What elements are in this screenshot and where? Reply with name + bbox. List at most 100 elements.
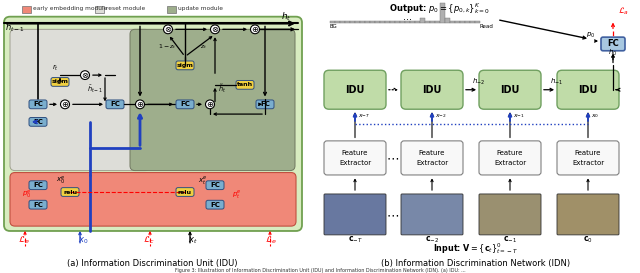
- Bar: [355, 20, 360, 23]
- Bar: [415, 20, 419, 23]
- FancyBboxPatch shape: [29, 181, 47, 189]
- Text: IDU: IDU: [500, 85, 520, 95]
- Bar: [400, 20, 404, 23]
- FancyBboxPatch shape: [401, 70, 463, 109]
- FancyBboxPatch shape: [61, 188, 79, 196]
- Text: tanh: tanh: [237, 82, 253, 87]
- Text: FC: FC: [33, 182, 43, 188]
- Bar: [460, 20, 465, 23]
- FancyBboxPatch shape: [479, 70, 541, 109]
- FancyBboxPatch shape: [29, 117, 47, 126]
- Text: FC: FC: [260, 101, 270, 107]
- Bar: [410, 20, 415, 23]
- Text: Extractor: Extractor: [572, 160, 604, 166]
- FancyBboxPatch shape: [256, 100, 274, 109]
- Text: sigm: sigm: [52, 79, 68, 84]
- Text: $\mathbf{c}_0$: $\mathbf{c}_0$: [583, 235, 593, 245]
- Bar: [395, 20, 399, 23]
- FancyBboxPatch shape: [10, 173, 296, 226]
- FancyBboxPatch shape: [557, 70, 619, 109]
- Text: sigm: sigm: [177, 63, 193, 68]
- Circle shape: [211, 25, 220, 34]
- Text: FC: FC: [110, 101, 120, 107]
- Text: $x_{-T}$: $x_{-T}$: [358, 112, 371, 120]
- Text: $\mathbf{c}_{-T}$: $\mathbf{c}_{-T}$: [348, 235, 362, 245]
- Text: $h_{-1}$: $h_{-1}$: [550, 77, 563, 87]
- FancyBboxPatch shape: [557, 141, 619, 175]
- Text: Figure 3: Illustration of Information Discrimination Unit (IDU) and Information : Figure 3: Illustration of Information Di…: [175, 268, 465, 273]
- FancyBboxPatch shape: [324, 70, 386, 109]
- Bar: [335, 20, 339, 23]
- Text: IDU: IDU: [346, 85, 365, 95]
- Text: $\cdots$: $\cdots$: [387, 208, 399, 221]
- Text: update module: update module: [178, 6, 223, 11]
- Text: $\bar{h}_{t-1}$: $\bar{h}_{t-1}$: [87, 83, 103, 95]
- Bar: [435, 20, 440, 23]
- FancyBboxPatch shape: [130, 29, 295, 171]
- Text: ⊗: ⊗: [211, 25, 218, 34]
- Text: FC: FC: [210, 202, 220, 208]
- Bar: [167, 6, 176, 13]
- Text: Extractor: Extractor: [494, 160, 526, 166]
- Text: $x_{-2}$: $x_{-2}$: [435, 112, 447, 120]
- FancyBboxPatch shape: [29, 200, 47, 209]
- Bar: [330, 20, 335, 23]
- FancyBboxPatch shape: [29, 100, 47, 109]
- Text: $\mathcal{L}_e$: $\mathcal{L}_e$: [265, 235, 277, 246]
- Bar: [350, 20, 355, 23]
- FancyBboxPatch shape: [401, 141, 463, 175]
- Bar: [345, 20, 349, 23]
- Bar: [385, 20, 390, 23]
- Text: ⊕: ⊕: [61, 100, 68, 109]
- Circle shape: [205, 100, 214, 109]
- FancyBboxPatch shape: [479, 194, 541, 235]
- Bar: [360, 20, 365, 23]
- Text: Input: $\mathbf{V} = \{\mathbf{c}_t\}_{t=-T}^0$: Input: $\mathbf{V} = \{\mathbf{c}_t\}_{t…: [433, 241, 518, 256]
- Text: $\mathcal{L}_e$: $\mathcal{L}_e$: [18, 235, 30, 246]
- Text: Extractor: Extractor: [416, 160, 448, 166]
- Bar: [365, 20, 369, 23]
- Text: $x_0^e$: $x_0^e$: [56, 176, 65, 188]
- Bar: [95, 6, 104, 13]
- Text: $p_t^e$: $p_t^e$: [232, 189, 241, 201]
- Bar: [425, 20, 429, 23]
- Text: Feature: Feature: [342, 150, 368, 156]
- Text: Read: Read: [480, 24, 494, 29]
- Bar: [22, 6, 31, 13]
- Text: $x_t^e$: $x_t^e$: [198, 175, 207, 188]
- FancyBboxPatch shape: [106, 100, 124, 109]
- Text: early embedding module: early embedding module: [33, 6, 108, 11]
- FancyBboxPatch shape: [324, 141, 386, 175]
- Text: FC: FC: [180, 101, 190, 107]
- Text: FC: FC: [33, 202, 43, 208]
- Circle shape: [163, 25, 173, 34]
- Bar: [420, 18, 424, 23]
- Text: $\mathbf{c}_{-1}$: $\mathbf{c}_{-1}$: [503, 235, 517, 245]
- Text: $h_{-2}$: $h_{-2}$: [472, 77, 485, 87]
- Bar: [445, 18, 449, 23]
- FancyBboxPatch shape: [324, 194, 386, 235]
- Text: FC: FC: [33, 119, 43, 125]
- Text: Feature: Feature: [575, 150, 601, 156]
- Text: relu: relu: [178, 189, 192, 195]
- FancyBboxPatch shape: [10, 29, 150, 171]
- FancyBboxPatch shape: [479, 141, 541, 175]
- Text: FC: FC: [607, 39, 619, 48]
- Bar: [375, 20, 380, 23]
- Text: $z_t$: $z_t$: [200, 43, 207, 51]
- FancyBboxPatch shape: [176, 100, 194, 109]
- FancyBboxPatch shape: [557, 194, 619, 235]
- FancyBboxPatch shape: [176, 61, 194, 70]
- Circle shape: [136, 100, 145, 109]
- Text: IDU: IDU: [422, 85, 442, 95]
- Text: ...: ...: [403, 11, 413, 22]
- Bar: [455, 20, 460, 23]
- Text: $\tilde{h}_t$: $\tilde{h}_t$: [218, 82, 226, 95]
- Circle shape: [81, 71, 90, 79]
- Text: ⊕: ⊕: [136, 100, 143, 109]
- Text: Extractor: Extractor: [339, 160, 371, 166]
- Text: ⊕: ⊕: [252, 25, 259, 34]
- Text: FC: FC: [33, 101, 43, 107]
- Text: $\mathbf{c}_{-2}$: $\mathbf{c}_{-2}$: [425, 235, 439, 245]
- FancyBboxPatch shape: [236, 81, 254, 89]
